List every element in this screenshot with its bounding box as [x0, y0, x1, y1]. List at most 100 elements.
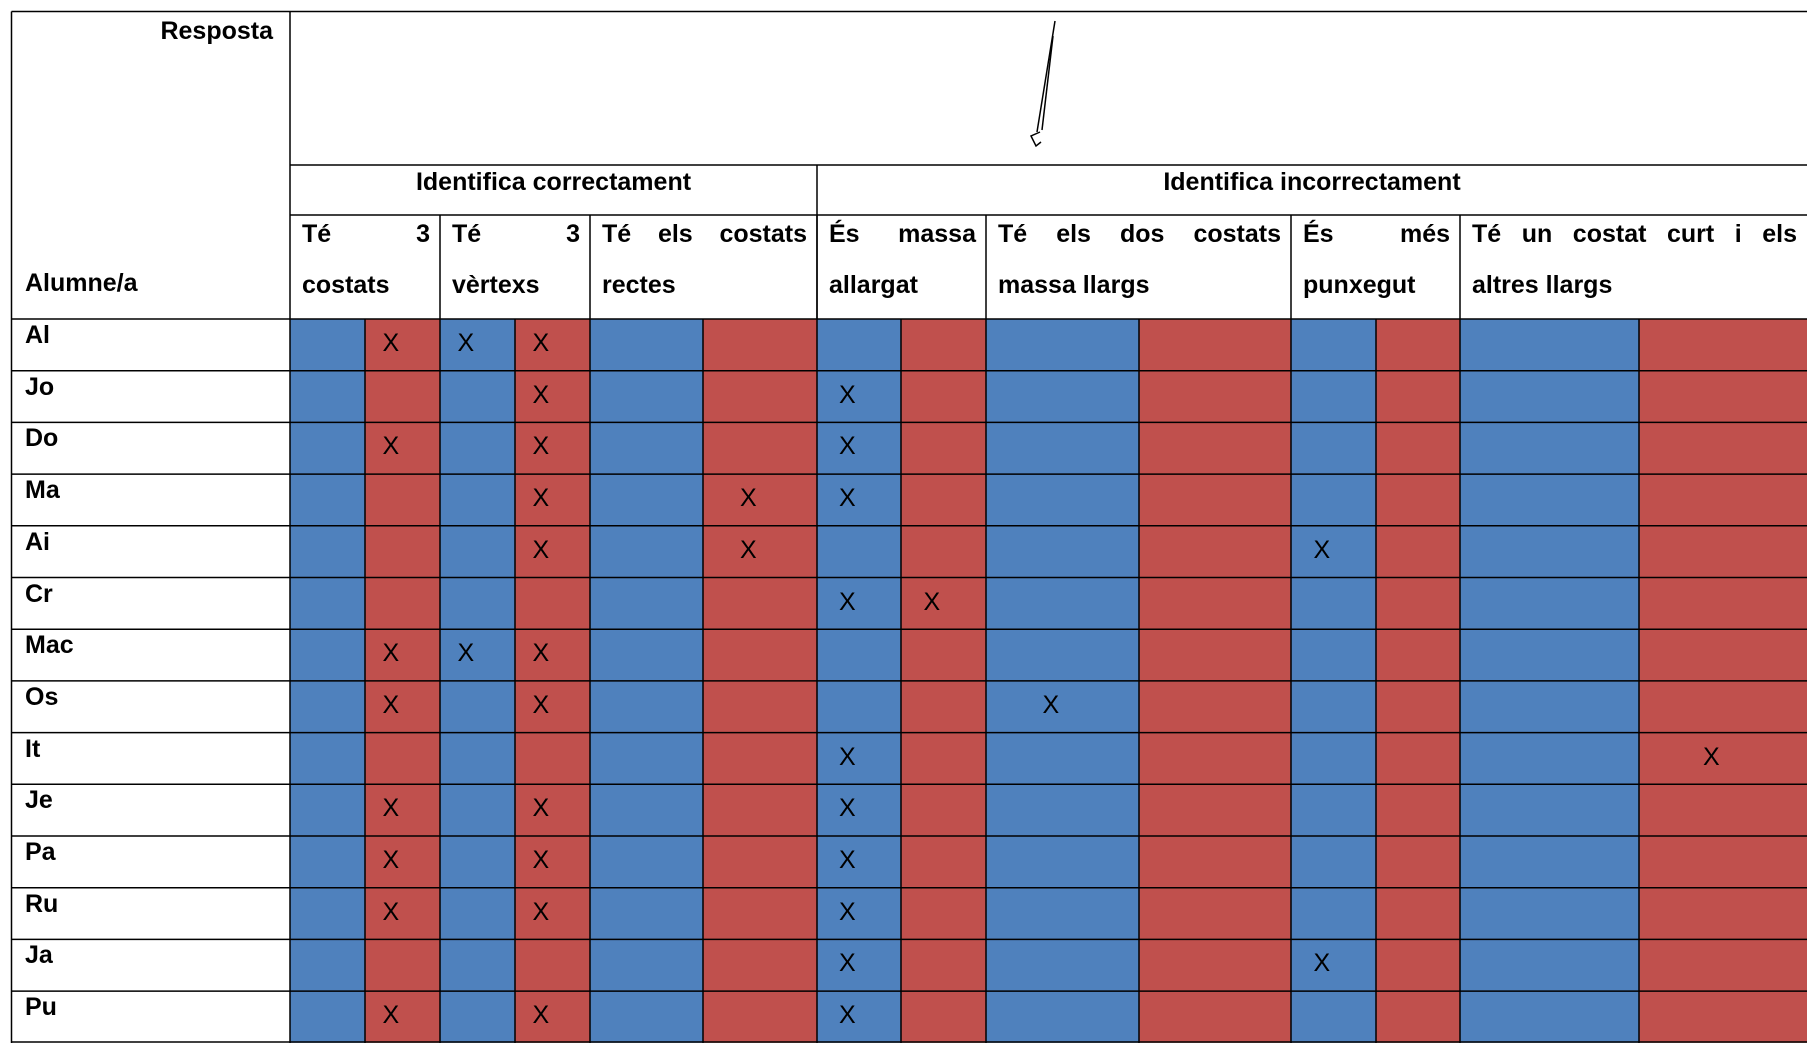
cell: [1460, 474, 1639, 526]
student-name: Ma: [25, 476, 60, 505]
cell: [986, 680, 1139, 733]
cell: [515, 680, 590, 733]
mark: X: [457, 639, 475, 668]
mark: X: [532, 639, 550, 668]
student-name: Ja: [25, 941, 53, 970]
cell: [1291, 370, 1376, 423]
student-name: Al: [25, 321, 50, 349]
cell: [1376, 370, 1460, 423]
mark: X: [532, 329, 550, 357]
mark: X: [923, 587, 941, 616]
student-label: Alumne/a: [25, 269, 138, 297]
cell: [901, 836, 986, 888]
cell: [590, 474, 703, 526]
response-label: Resposta: [160, 17, 273, 45]
cell: [817, 370, 901, 423]
cell: [590, 991, 703, 1043]
cell: [1139, 784, 1291, 836]
student-name: It: [25, 734, 41, 763]
mark: X: [1042, 690, 1060, 719]
cell: [986, 525, 1139, 578]
cell: [590, 680, 703, 733]
cell: [901, 732, 986, 785]
cell: [1291, 784, 1376, 836]
cell: [440, 887, 515, 940]
cell: [1291, 629, 1376, 681]
mark: X: [839, 794, 856, 823]
cell: [1291, 474, 1376, 526]
cell: [1460, 370, 1639, 423]
cell: [515, 525, 590, 578]
cell: [901, 887, 986, 940]
criterion-header: Té els costats rectes: [602, 220, 807, 299]
cell: [1639, 680, 1807, 733]
cell: [1639, 629, 1807, 681]
cell: [901, 577, 986, 630]
cell: [365, 991, 440, 1043]
cell: [440, 525, 515, 578]
cell: [1376, 680, 1460, 733]
cell: [1376, 732, 1460, 785]
cell: [1291, 680, 1376, 733]
cell: [1376, 836, 1460, 888]
cell: [1639, 732, 1807, 785]
cell: [365, 939, 440, 992]
student-name: Je: [25, 786, 53, 815]
cell: [365, 474, 440, 526]
student-name: Ru: [25, 889, 59, 918]
cell: [1139, 680, 1291, 733]
student-name: Os: [25, 682, 59, 711]
mark: X: [532, 1001, 550, 1030]
mark: X: [532, 380, 550, 409]
cell: [1291, 732, 1376, 785]
cell: [290, 422, 365, 475]
cell: [1639, 525, 1807, 578]
mark: X: [1313, 535, 1331, 564]
cell: [515, 474, 590, 526]
cell: [817, 422, 901, 475]
cell: [515, 370, 590, 423]
criterion-header: És massa allargat: [829, 220, 976, 299]
mark: X: [839, 432, 856, 461]
cell: [290, 474, 365, 526]
cell: [440, 370, 515, 423]
cell: [515, 629, 590, 681]
cell: [901, 422, 986, 475]
cell: [515, 784, 590, 836]
cell: [1139, 629, 1291, 681]
mark: X: [532, 794, 550, 823]
cell: [1139, 991, 1291, 1043]
cell: [1291, 525, 1376, 578]
student-name: Pa: [25, 838, 56, 866]
cell: [440, 680, 515, 733]
cell: [1639, 887, 1807, 940]
cell: [515, 991, 590, 1043]
cell: [986, 732, 1139, 785]
cell: [365, 577, 440, 630]
cell: [290, 629, 365, 681]
cell: [590, 732, 703, 785]
cell: [986, 629, 1139, 681]
cell: [290, 836, 365, 888]
cell: [365, 370, 440, 423]
cell: [986, 370, 1139, 423]
cell: [1291, 422, 1376, 475]
mark: X: [839, 380, 856, 409]
cell: [440, 784, 515, 836]
cell: [703, 680, 817, 733]
cell: [1460, 991, 1639, 1043]
cell: [703, 319, 817, 371]
cell: [365, 680, 440, 733]
cell: [590, 836, 703, 888]
cell: [1460, 784, 1639, 836]
mark: X: [382, 846, 400, 874]
criterion-header: Té un costat curt i els altres llargs: [1472, 220, 1797, 299]
cell: [1139, 887, 1291, 940]
cell: [817, 525, 901, 578]
cell: [1460, 422, 1639, 475]
cell: [365, 836, 440, 888]
cell: [1291, 577, 1376, 630]
cell: [1460, 319, 1639, 371]
mark: X: [382, 639, 400, 668]
cell: [901, 939, 986, 992]
